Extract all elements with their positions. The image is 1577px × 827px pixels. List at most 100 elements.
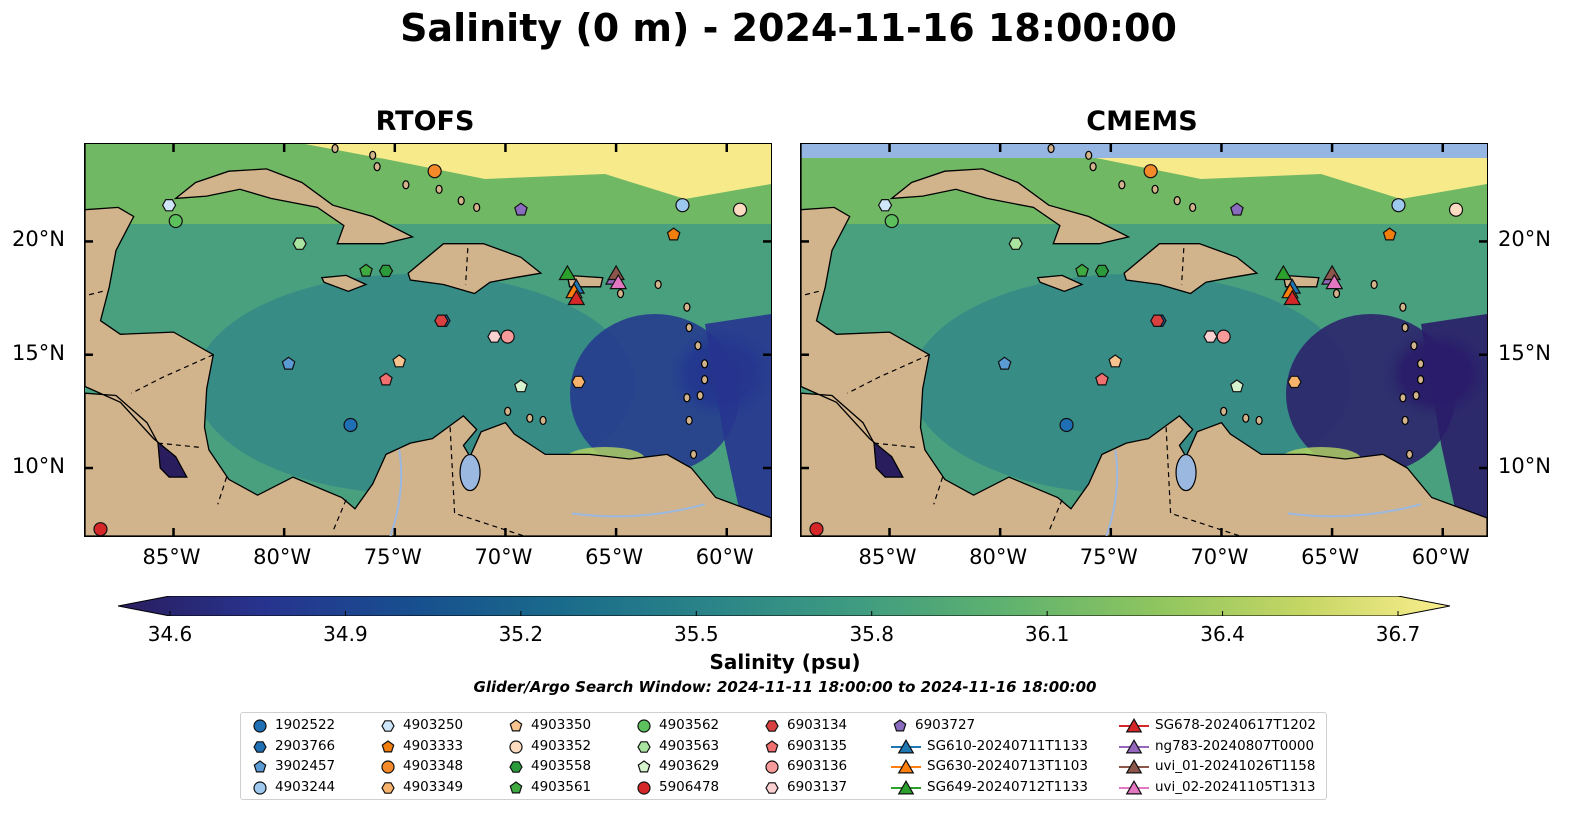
legend-marker-triangle — [1119, 738, 1149, 753]
legend-marker-circle — [765, 760, 779, 774]
country-border — [1165, 427, 1242, 536]
island — [369, 150, 377, 160]
colorbar-label: Salinity (psu) — [709, 650, 861, 674]
legend-symbol — [381, 720, 395, 732]
no-data-band — [801, 144, 1487, 158]
legend-symbol — [1125, 717, 1143, 733]
island — [539, 415, 547, 426]
land-jamaica — [320, 274, 368, 292]
legend-entry: SG678-20240617T1202 — [1119, 715, 1316, 735]
colorbar-tick-label: 35.5 — [674, 622, 719, 646]
legend-marker-circle — [381, 760, 395, 774]
legend-label: 1902522 — [275, 717, 336, 733]
colorbar-gradient — [117, 595, 1451, 617]
argo-float-6903135 — [379, 372, 393, 386]
latitude-tick-label: 20°N — [1498, 227, 1551, 252]
latitude-tick-label: 10°N — [1498, 454, 1551, 479]
map-canvas — [801, 144, 1487, 536]
country-border — [933, 476, 944, 505]
country-border — [131, 354, 214, 394]
legend-label: 4903562 — [659, 717, 720, 733]
legend-entry: 4903250 — [379, 715, 463, 735]
land-central-america — [85, 144, 771, 536]
legend-entry: 4903348 — [379, 756, 463, 776]
argo-float-4903563 — [292, 237, 307, 250]
argo-float-4903333 — [1382, 227, 1397, 241]
panel-title-cmems: CMEMS — [1086, 106, 1198, 137]
legend-marker-circle — [253, 780, 267, 795]
longitude-tick-label: 85°W — [142, 545, 201, 569]
legend-label: 4903250 — [403, 717, 464, 733]
argo-float-5906478 — [809, 522, 824, 536]
island — [696, 390, 704, 401]
longitude-tick-label: 70°W — [1190, 545, 1249, 569]
argo-float-4903352 — [1448, 202, 1464, 217]
legend-entry: uvi_01-20241026T1158 — [1119, 756, 1315, 776]
legend-marker-pentagon — [509, 780, 523, 793]
country-border — [1181, 248, 1185, 285]
argo-float-4903629 — [514, 379, 528, 393]
legend-label: 6903727 — [915, 717, 976, 733]
country-border — [1048, 499, 1063, 532]
legend-symbol — [1125, 779, 1143, 794]
legend-entry: 2903766 — [251, 736, 335, 756]
legend-entry: 4903352 — [507, 736, 591, 756]
argo-float-4903250 — [877, 198, 893, 212]
legend-symbol — [1125, 738, 1143, 753]
legend-label: 6903137 — [787, 778, 848, 795]
land-cuba — [889, 168, 1131, 245]
island — [1047, 144, 1055, 154]
island — [1405, 449, 1414, 460]
legend-entry: 3902457 — [251, 756, 335, 776]
island — [685, 415, 693, 426]
country-border — [801, 290, 819, 297]
legend-entry: 6903134 — [763, 715, 847, 735]
island — [701, 359, 709, 369]
legend-entry: 6903137 — [763, 777, 847, 797]
legend-symbol — [509, 719, 523, 732]
legend-symbol — [637, 760, 651, 773]
legend-symbol — [765, 760, 779, 774]
legend-symbol — [637, 740, 651, 753]
legend-label: 4903629 — [659, 758, 720, 774]
legend-marker-pentagon — [637, 760, 651, 773]
legend-symbol — [509, 761, 523, 773]
legend-entry: 4903629 — [635, 756, 719, 776]
legend-symbol — [253, 719, 267, 733]
legend-label: 4903244 — [275, 778, 336, 795]
argo-float-3902457 — [281, 356, 296, 370]
colorbar-tick-label: 36.1 — [1024, 622, 1070, 646]
legend-symbol — [253, 740, 267, 753]
legend-symbol — [637, 719, 651, 733]
island — [1401, 415, 1409, 426]
argo-float-4903562 — [884, 213, 899, 229]
land-hispaniola — [1123, 243, 1259, 295]
glider-uvi_02-20241105T1313 — [1325, 273, 1344, 290]
legend-entry: SG649-20240712T1133 — [891, 777, 1088, 797]
latitude-tick-label: 20°N — [12, 227, 65, 252]
island — [694, 341, 702, 351]
lake-maracaibo — [459, 453, 481, 492]
legend-marker-pentagon — [253, 760, 267, 773]
colorbar-tick-label: 35.2 — [498, 622, 544, 646]
legend-label: 2903766 — [275, 737, 336, 754]
argo-float-6903137 — [487, 330, 502, 343]
latitude-tick-label: 15°N — [12, 340, 65, 365]
legend-marker-pentagon — [893, 719, 907, 732]
legend-entry: SG630-20240713T1103 — [891, 756, 1088, 776]
legend-symbol — [253, 760, 267, 773]
island — [1417, 375, 1425, 385]
legend-marker-pentagon — [765, 739, 779, 752]
argo-float-1902522 — [343, 417, 358, 433]
legend-label: 6903134 — [787, 717, 848, 733]
country-border — [157, 442, 203, 449]
country-border — [85, 290, 103, 297]
argo-float-4903350 — [1108, 354, 1123, 368]
legend-symbol — [1125, 758, 1143, 774]
legend-marker-circle — [509, 739, 523, 754]
colorbar-tick-label: 34.9 — [323, 622, 368, 646]
country-border — [465, 248, 469, 285]
legend-symbol — [509, 780, 523, 793]
legend-label: SG678-20240617T1202 — [1155, 717, 1316, 733]
legend-marker-hexagon — [381, 720, 395, 732]
